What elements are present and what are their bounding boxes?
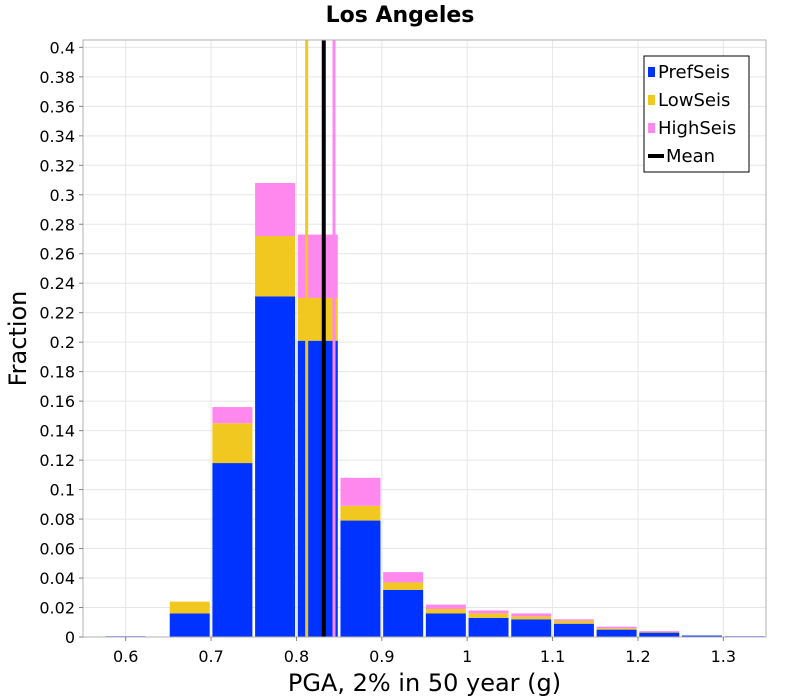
- x-tick-label: 0.6: [113, 647, 138, 666]
- bar-highseis: [297, 234, 338, 298]
- y-tick-label: 0.18: [39, 363, 75, 382]
- bar-prefseis: [639, 632, 680, 637]
- y-tick-label: 0.38: [39, 68, 75, 87]
- y-tick-label: 0.02: [39, 599, 75, 618]
- bar-prefseis: [468, 617, 509, 637]
- x-axis: 0.6 0.7 0.8 0.9 1 1.1 1.2 1.3: [113, 637, 736, 666]
- y-tick-label: 0.4: [50, 38, 75, 57]
- bar-highseis: [553, 619, 594, 621]
- grid-lines: [83, 40, 766, 638]
- x-tick-label: 0.7: [198, 647, 223, 666]
- bar-lowseis: [297, 297, 338, 341]
- y-tick-label: 0.12: [39, 451, 75, 470]
- mean-lines-layer: [305, 40, 336, 637]
- y-tick-label: 0.22: [39, 304, 75, 323]
- y-tick-label: 0.34: [39, 127, 75, 146]
- y-tick-label: 0.2: [50, 333, 75, 352]
- bars-layer: [105, 182, 765, 638]
- bar-lowseis: [511, 616, 552, 620]
- legend-swatch-highseis: [648, 123, 655, 133]
- bar-prefseis: [511, 619, 552, 637]
- bar-lowseis: [468, 613, 509, 618]
- y-tick-label: 0.08: [39, 510, 75, 529]
- bar-prefseis: [169, 613, 210, 637]
- y-tick-label: 0.26: [39, 245, 75, 264]
- bar-highseis: [383, 572, 424, 583]
- y-tick-label: 0.28: [39, 215, 75, 234]
- bar-prefseis: [297, 340, 338, 637]
- legend-swatch-prefseis: [648, 67, 655, 77]
- legend-label: HighSeis: [658, 118, 736, 139]
- bar-lowseis: [425, 608, 466, 614]
- bar-highseis: [255, 182, 296, 237]
- y-tick-label: 0.04: [39, 569, 75, 588]
- x-tick-label: 1: [462, 647, 472, 666]
- y-tick-label: 0.16: [39, 392, 75, 411]
- bar-prefseis: [681, 635, 722, 637]
- y-axis-title: Fraction: [4, 291, 32, 387]
- chart-title: Los Angeles: [326, 3, 475, 28]
- legend-label: Mean: [666, 146, 715, 167]
- bar-lowseis: [169, 601, 210, 614]
- bar-lowseis: [596, 628, 637, 630]
- bar-prefseis: [425, 613, 466, 637]
- legend-box: [643, 55, 750, 173]
- x-tick-label: 1.3: [711, 647, 736, 666]
- bar-prefseis: [255, 296, 296, 637]
- bar-highseis: [596, 626, 637, 629]
- y-axis: 0 0.02 0.04 0.06 0.08 0.1 0.12 0.14 0.16 0.18 0.2 0…: [39, 38, 83, 647]
- x-tick-label: 1.2: [625, 647, 650, 666]
- y-tick-label: 0: [65, 628, 75, 647]
- y-tick-label: 0.06: [39, 540, 75, 559]
- plot-frame: [82, 39, 767, 638]
- bar-highseis: [511, 613, 552, 617]
- bar-highseis: [340, 477, 381, 506]
- legend-swatch-lowseis: [648, 95, 655, 105]
- legend-label: PrefSeis: [658, 62, 730, 83]
- y-tick-label: 0.32: [39, 156, 75, 175]
- x-tick-label: 0.9: [369, 647, 394, 666]
- bar-lowseis: [639, 631, 680, 633]
- bar-highseis: [468, 610, 509, 614]
- bar-highseis: [639, 631, 680, 632]
- bar-highseis: [212, 407, 253, 424]
- legend-label: LowSeis: [658, 90, 730, 111]
- bar-lowseis: [212, 423, 253, 464]
- bar-prefseis: [596, 629, 637, 637]
- bar-prefseis: [383, 589, 424, 637]
- bar-prefseis: [340, 520, 381, 637]
- bar-lowseis: [255, 236, 296, 297]
- y-tick-label: 0.14: [39, 422, 75, 441]
- bar-lowseis: [383, 582, 424, 590]
- y-tick-label: 0.3: [50, 186, 75, 205]
- bar-prefseis: [553, 623, 594, 637]
- bar-prefseis: [212, 463, 253, 637]
- legend: PrefSeis LowSeis HighSeis Mean: [643, 55, 750, 173]
- bar-lowseis: [340, 505, 381, 521]
- x-tick-label: 1.1: [540, 647, 565, 666]
- y-tick-label: 0.24: [39, 274, 75, 293]
- x-axis-title: PGA, 2% in 50 year (g): [288, 669, 561, 697]
- bar-lowseis: [553, 620, 594, 624]
- x-tick-label: 0.8: [284, 647, 309, 666]
- bar-highseis: [425, 604, 466, 609]
- y-tick-label: 0.36: [39, 97, 75, 116]
- y-tick-label: 0.1: [50, 481, 75, 500]
